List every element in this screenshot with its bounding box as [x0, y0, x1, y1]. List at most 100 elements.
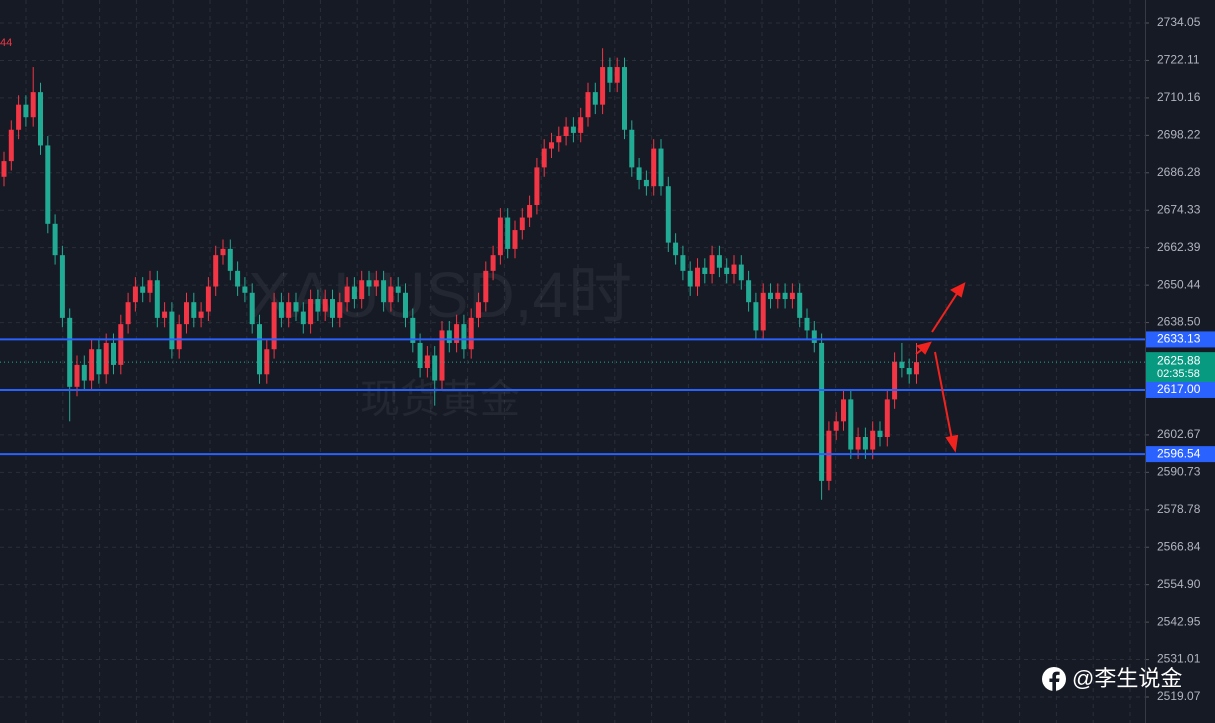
y-tick-label: 2698.22 — [1157, 128, 1201, 142]
candle-body — [884, 399, 890, 438]
candle-body — [52, 223, 58, 256]
candle-body — [308, 299, 314, 325]
candle-body — [249, 292, 255, 325]
arrow-down — [934, 351, 953, 441]
candle-body — [629, 129, 635, 168]
candle-body — [1, 161, 7, 177]
candle-body — [556, 136, 562, 143]
candle-body — [738, 264, 744, 281]
candle-body — [826, 430, 832, 481]
candle-body — [768, 292, 773, 300]
candle-body — [731, 264, 737, 274]
candle-body — [118, 324, 124, 365]
candle-body — [519, 217, 525, 231]
candle-body — [45, 145, 51, 224]
y-tick-label: 2602.67 — [1157, 427, 1201, 441]
candle-body — [600, 67, 606, 105]
candle-body — [899, 361, 905, 369]
candle-body — [235, 270, 241, 287]
candle-body — [424, 355, 430, 369]
y-tick-label: 2734.05 — [1157, 15, 1201, 29]
candle-body — [789, 292, 795, 300]
y-tick-label: 2686.28 — [1157, 165, 1201, 179]
candle-body — [563, 126, 569, 137]
candle-body — [395, 286, 401, 293]
candle-body — [782, 292, 788, 300]
candle-body — [89, 349, 95, 381]
facebook-glyph — [1049, 671, 1060, 692]
level-box — [1146, 446, 1215, 463]
level-label: 2633.13 — [1157, 332, 1201, 346]
candle-body — [446, 330, 452, 343]
y-tick-label: 2650.44 — [1157, 277, 1201, 291]
candle-body — [315, 299, 321, 312]
candle-body — [388, 286, 394, 303]
candle-body — [651, 148, 657, 187]
candle-body — [344, 286, 350, 303]
candle-body — [468, 317, 474, 350]
candle-body — [534, 167, 540, 206]
candle-body — [184, 302, 189, 325]
candle-body — [490, 255, 496, 271]
candle-body — [162, 311, 168, 318]
candle-body — [848, 399, 854, 450]
candle-body — [877, 430, 883, 438]
candle-body — [819, 342, 825, 481]
candle-body — [8, 129, 14, 162]
candle-body — [454, 324, 460, 343]
candle-body — [271, 302, 277, 350]
candle-body — [497, 217, 503, 256]
candle-body — [870, 430, 876, 450]
candle-body — [804, 317, 810, 331]
candle-body — [103, 342, 109, 375]
y-tick-label: 2554.90 — [1157, 577, 1201, 591]
candle-body — [147, 280, 153, 293]
candle-body — [592, 92, 598, 105]
candle-body — [59, 255, 65, 318]
annotation-arrows — [915, 282, 966, 453]
candle-body — [746, 280, 752, 303]
candle-body — [300, 311, 306, 325]
arrow-up — [931, 291, 959, 333]
candle-body — [293, 302, 299, 312]
candle-body — [23, 104, 29, 118]
y-tick-label: 2710.16 — [1157, 90, 1201, 104]
last-price-label: 2625.88 — [1157, 353, 1201, 367]
candle-body — [702, 267, 708, 274]
candle-body — [381, 280, 387, 303]
candle-body — [220, 248, 226, 256]
plot: 2734.05 2722.11 2710.16 2698.22 2686.28 2674.… — [0, 15, 1201, 703]
candle-body — [527, 205, 533, 218]
y-tick-label: 2578.78 — [1157, 502, 1201, 516]
candle-body — [111, 342, 116, 365]
candle-body — [570, 126, 576, 133]
arrow-head — [916, 341, 932, 355]
candle-body — [695, 267, 700, 287]
candle-body — [636, 167, 642, 180]
candle-body — [673, 242, 679, 256]
candle-body — [549, 142, 554, 149]
y-tick-label: 2542.95 — [1157, 614, 1201, 628]
candle-body — [337, 302, 343, 318]
candle-body — [176, 324, 182, 350]
candle-body — [461, 324, 467, 350]
y-tick-label: 2519.07 — [1157, 689, 1201, 703]
candle-body — [585, 92, 591, 118]
candle-body — [67, 317, 73, 387]
candle-body — [198, 311, 204, 318]
candle-body — [724, 267, 730, 274]
candle-body — [38, 92, 43, 146]
candle-body — [213, 255, 219, 287]
candle-body — [74, 364, 80, 387]
candle-body — [169, 311, 175, 350]
y-tick-label: 2674.33 — [1157, 202, 1201, 216]
y-tick-label: 2590.73 — [1157, 465, 1201, 479]
candle-body — [658, 148, 664, 187]
candle-body — [753, 302, 759, 331]
candle-body — [140, 286, 146, 293]
candle-body — [855, 437, 861, 450]
candle-body — [30, 92, 36, 118]
candle-body — [541, 148, 547, 168]
y-tick-label: 2531.01 — [1157, 652, 1201, 666]
credit: @李生说金 — [1042, 666, 1182, 692]
